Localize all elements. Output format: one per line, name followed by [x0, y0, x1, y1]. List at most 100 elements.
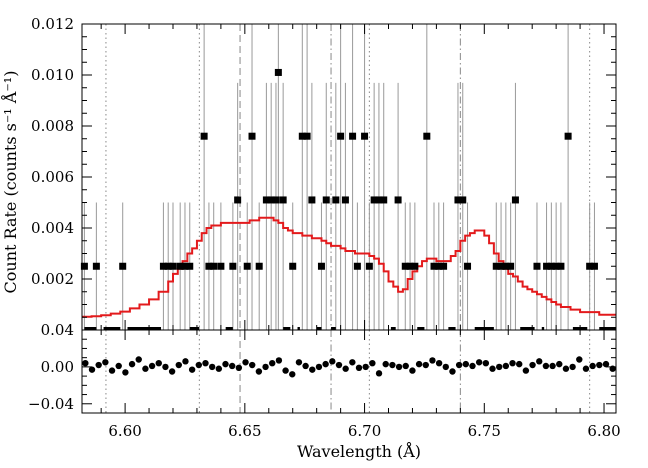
y-axis-title: Count Rate (counts s⁻¹ Å⁻¹)	[0, 71, 20, 294]
residual-point	[295, 359, 303, 366]
residual-point	[582, 365, 590, 372]
residual-point	[269, 360, 276, 367]
model-step-line	[82, 216, 616, 318]
y-tick-label-upper: 0.002	[31, 270, 74, 288]
residual-point	[175, 361, 182, 369]
data-point	[459, 196, 467, 204]
residual-point	[389, 361, 396, 369]
residual-point	[122, 369, 129, 376]
residual-point	[455, 361, 463, 369]
residual-point	[369, 360, 376, 367]
y-tick-label-upper: 0.006	[31, 168, 74, 186]
residual-point	[429, 357, 436, 364]
y-tick-label-lower: 0.00	[41, 358, 74, 376]
data-point	[502, 262, 510, 270]
data-point	[507, 262, 515, 270]
y-tick-label-upper: 0.004	[31, 219, 74, 237]
residual-point	[108, 367, 116, 374]
x-tick-label: 6.70	[348, 422, 381, 440]
upper-error-bars	[83, 24, 595, 330]
residual-point	[449, 368, 456, 375]
residual-point	[415, 360, 423, 368]
data-point	[557, 262, 565, 270]
residual-point	[255, 368, 263, 375]
data-point	[272, 196, 280, 204]
residual-point	[482, 360, 490, 367]
data-point	[365, 262, 373, 270]
data-point	[464, 262, 472, 270]
residual-point	[395, 363, 403, 371]
data-point	[543, 262, 551, 270]
data-point	[186, 262, 194, 270]
residual-point	[462, 360, 470, 368]
x-tick-label: 6.60	[108, 422, 141, 440]
residual-point	[135, 356, 142, 363]
data-point	[279, 196, 287, 204]
axis-tick-labels: 6.60 6.65 6.70 6.75 6.80 0.002 0.004 0.006 0.008…	[28, 15, 621, 440]
data-point	[440, 262, 448, 270]
panel-frames	[81, 23, 617, 414]
residual-point	[88, 366, 96, 373]
residual-point	[596, 361, 603, 369]
data-point	[533, 262, 541, 270]
residual-point	[168, 368, 176, 375]
residual-point	[542, 362, 550, 370]
residual-point	[249, 361, 256, 369]
data-point	[401, 262, 409, 270]
lower-panel-frame	[81, 329, 617, 414]
data-point	[430, 262, 438, 270]
residual-point	[422, 361, 429, 369]
residual-point	[469, 362, 476, 370]
data-point	[590, 262, 598, 270]
residual-point	[489, 365, 496, 372]
residual-point	[375, 370, 383, 377]
residual-point	[275, 357, 283, 364]
x-axis-title: Wavelength (Å)	[297, 441, 421, 461]
data-point	[435, 262, 443, 270]
upper-model-curve	[82, 216, 616, 318]
residual-point	[329, 358, 336, 365]
data-point	[497, 262, 505, 270]
data-point	[176, 262, 184, 270]
residual-point	[349, 359, 356, 366]
data-point	[423, 132, 431, 140]
upper-reference-lines	[105, 24, 591, 330]
data-point	[181, 262, 189, 270]
data-point	[298, 132, 306, 140]
residual-point	[82, 360, 89, 367]
data-point	[337, 132, 345, 140]
data-point	[119, 262, 127, 270]
data-point	[200, 132, 208, 140]
y-tick-label-lower: 0.04	[41, 321, 74, 339]
residual-point	[502, 362, 510, 370]
data-point	[159, 262, 167, 270]
axis-ticks	[82, 23, 616, 413]
residual-point	[435, 360, 443, 367]
lower-residual-points	[82, 356, 616, 378]
residual-point	[335, 361, 343, 369]
data-point	[511, 196, 519, 204]
residual-point	[188, 366, 196, 373]
residual-point	[182, 358, 189, 365]
residual-point	[128, 360, 136, 368]
residual-point	[102, 359, 109, 366]
residual-point	[589, 362, 596, 370]
data-point	[169, 262, 177, 270]
data-point	[361, 132, 369, 140]
data-point	[341, 196, 349, 204]
residual-point	[382, 360, 389, 368]
residual-point	[409, 367, 416, 374]
residual-point	[235, 364, 243, 372]
residual-point	[95, 361, 102, 369]
data-point	[322, 196, 330, 204]
data-point	[217, 262, 225, 270]
data-point	[308, 196, 316, 204]
data-point	[349, 132, 357, 140]
data-point	[205, 262, 213, 270]
data-point	[289, 262, 297, 270]
residual-point	[142, 365, 149, 372]
data-point	[267, 196, 275, 204]
residual-point	[442, 363, 449, 371]
residual-point	[549, 362, 556, 370]
